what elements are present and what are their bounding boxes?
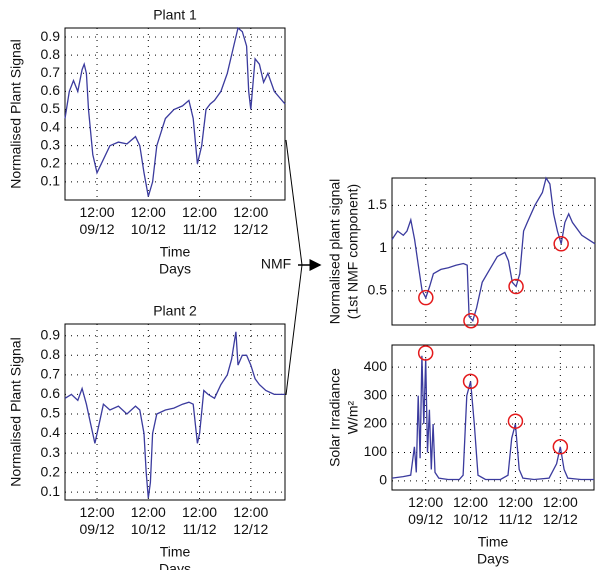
y-tick-label: 0.5	[368, 282, 388, 298]
y-tick-label: 1	[379, 239, 387, 255]
x-tick-label: 12:00 10/12	[130, 504, 166, 537]
y-tick-label: 0.4	[41, 118, 61, 134]
plot-frame	[391, 177, 596, 326]
plot-frame	[64, 323, 286, 501]
y-tick-label: 0.1	[41, 483, 61, 499]
y-axis-label: Solar Irradiance	[327, 368, 343, 467]
connector	[285, 139, 303, 266]
x-axis-label: Days	[159, 561, 191, 570]
y-tick-label: 0.3	[41, 136, 61, 152]
nmf-label: NMF	[261, 256, 291, 272]
connector	[285, 264, 303, 396]
y-tick-label: 0.5	[41, 100, 61, 116]
highlight-circle	[507, 413, 524, 429]
highlight-circle	[553, 236, 569, 252]
y-tick-label: 0.9	[41, 28, 61, 44]
y-axis-label: Normalised plant signal	[327, 179, 343, 325]
y-tick-label: 300	[364, 386, 388, 402]
x-tick-label: 12:00 09/12	[408, 494, 444, 527]
y-tick-label: 0.2	[41, 154, 61, 170]
y-tick-label: 0.6	[41, 385, 61, 401]
highlight-circle	[552, 439, 569, 455]
highlight-circle	[463, 312, 479, 329]
x-tick-label: 12:00 10/12	[453, 494, 489, 527]
y-tick-label: 0.7	[41, 64, 61, 80]
y-tick-label: 0.1	[41, 173, 61, 189]
x-tick-label: 12:00 10/12	[130, 204, 166, 237]
x-axis-label: Time	[160, 544, 191, 560]
highlight-circle	[417, 345, 434, 361]
y-tick-label: 0.6	[41, 82, 61, 98]
y-tick-label: 0.8	[41, 346, 61, 362]
y-tick-label: 1.5	[368, 196, 388, 212]
x-axis-label: Days	[159, 261, 191, 277]
y-tick-label: 0.4	[41, 424, 61, 440]
y-axis-label: (1st NMF component)	[345, 184, 361, 319]
y-tick-label: 0.8	[41, 46, 61, 62]
x-axis-label: Time	[160, 244, 191, 260]
x-tick-label: 12:00 09/12	[79, 504, 115, 537]
x-tick-label: 12:00 11/12	[497, 494, 533, 527]
x-axis-label: Days	[477, 551, 509, 567]
data-line	[64, 331, 285, 499]
highlight-circle	[462, 373, 479, 390]
data-line	[391, 176, 596, 323]
x-tick-label: 12:00 11/12	[182, 204, 218, 237]
plot-frame	[391, 344, 595, 491]
data-line	[391, 355, 594, 481]
chart-title: Plant 2	[153, 303, 197, 319]
y-tick-label: 0.7	[41, 366, 61, 382]
x-tick-label: 12:00 12/12	[233, 204, 269, 237]
x-tick-label: 12:00 09/12	[79, 204, 115, 237]
y-tick-label: 0.5	[41, 405, 61, 421]
y-axis-label: Normalised Plant Signal	[8, 337, 24, 486]
y-tick-label: 200	[364, 415, 388, 431]
y-tick-label: 400	[364, 358, 388, 374]
y-tick-label: 100	[364, 443, 388, 459]
plot-frame	[64, 27, 286, 201]
y-tick-label: 0.2	[41, 463, 61, 479]
y-axis-label: W/m²	[345, 400, 361, 434]
highlight-circle	[418, 289, 434, 306]
y-tick-label: 0.9	[41, 326, 61, 342]
highlight-circle	[508, 278, 524, 295]
x-tick-label: 12:00 12/12	[233, 504, 269, 537]
x-tick-label: 12:00 11/12	[182, 504, 218, 537]
x-tick-label: 12:00 12/12	[542, 494, 578, 527]
chart-title: Plant 1	[153, 7, 197, 23]
y-tick-label: 0.3	[41, 444, 61, 460]
y-tick-label: 0	[379, 472, 387, 488]
data-line	[64, 26, 286, 197]
x-axis-label: Time	[478, 534, 509, 550]
y-axis-label: Normalised Plant Signal	[8, 39, 24, 188]
